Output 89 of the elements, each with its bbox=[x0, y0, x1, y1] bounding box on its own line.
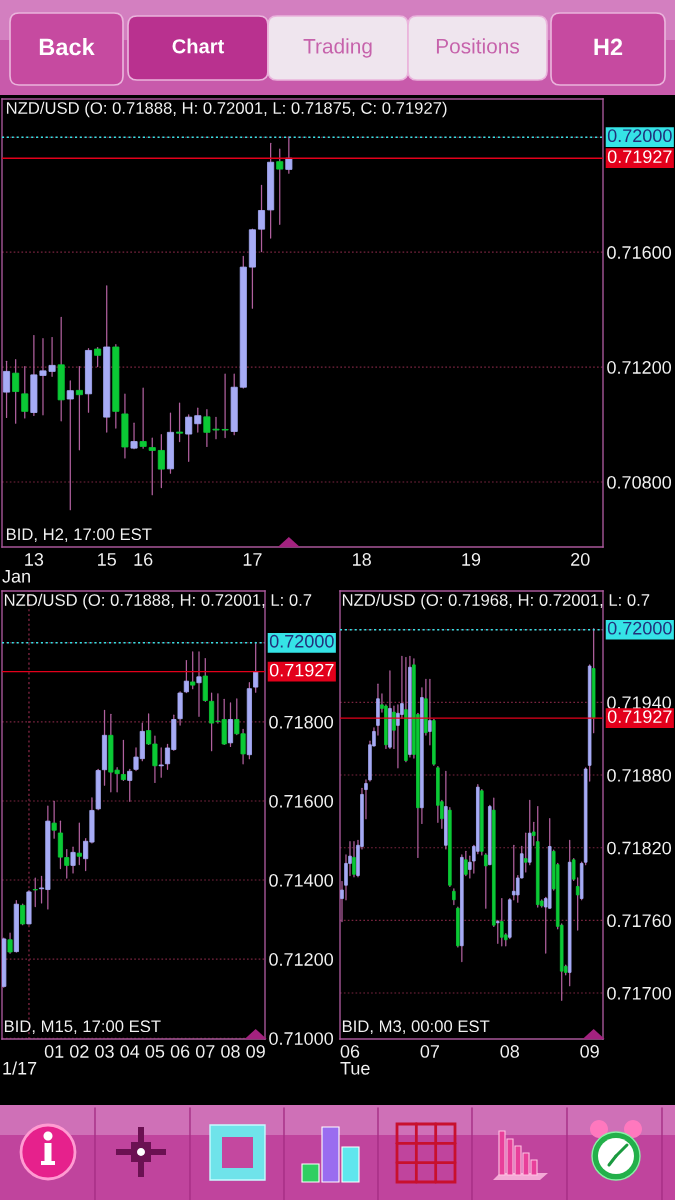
chart-title: NZD/USD (O: 0.71968, H: 0.72001, L: 0.7 bbox=[342, 593, 650, 610]
x-axis-title: 1/17 bbox=[3, 1061, 37, 1075]
text: Back bbox=[39, 38, 95, 56]
candlestick bbox=[21, 365, 29, 419]
candlestick bbox=[523, 832, 528, 873]
x-tick-label: 03 bbox=[95, 1045, 114, 1058]
candlestick bbox=[130, 422, 138, 450]
candlestick bbox=[185, 414, 193, 462]
y-tick-label: 0.71000 bbox=[269, 1032, 334, 1045]
x-tick-label: 08 bbox=[500, 1045, 520, 1058]
y-tick-label: 0.71400 bbox=[269, 873, 334, 887]
candlestick bbox=[70, 846, 76, 874]
candlestick bbox=[158, 747, 164, 778]
y-tick-label: 0.71700 bbox=[607, 986, 672, 1000]
candlestick bbox=[120, 739, 126, 782]
candlestick bbox=[285, 136, 293, 174]
candlestick bbox=[258, 184, 266, 253]
x-tick-label: 08 bbox=[221, 1045, 240, 1058]
y-tick-label: 0.71800 bbox=[269, 715, 334, 729]
x-tick-label: 07 bbox=[195, 1045, 215, 1058]
x-axis-title: Tue bbox=[340, 1062, 370, 1075]
x-tick-label: 02 bbox=[70, 1045, 89, 1058]
y-tick-label: 0.71760 bbox=[607, 914, 672, 928]
candlestick bbox=[157, 434, 165, 489]
x-tick-label: 20 bbox=[571, 553, 590, 566]
text: Positions bbox=[436, 38, 520, 54]
x-tick-label: 15 bbox=[98, 553, 117, 566]
candlestick bbox=[183, 659, 189, 694]
chart-title: NZD/USD (O: 0.71888, H: 0.72001, L: 0.7 bbox=[4, 593, 312, 610]
x-tick-label: 16 bbox=[134, 553, 153, 566]
ref-line-label: 0.72000 bbox=[269, 634, 334, 648]
y-tick-label: 0.71940 bbox=[607, 696, 672, 710]
text: Trading bbox=[303, 38, 372, 58]
candlestick bbox=[20, 903, 26, 926]
ref-line-label: 0.72000 bbox=[607, 621, 672, 635]
y-tick-label: 0.71600 bbox=[607, 246, 672, 259]
candlestick bbox=[190, 651, 196, 690]
x-tick-label: 19 bbox=[462, 553, 481, 566]
x-tick-label: 09 bbox=[246, 1045, 265, 1058]
candlestick bbox=[500, 897, 504, 947]
candlestick bbox=[32, 877, 38, 908]
candlestick bbox=[484, 853, 488, 909]
y-tick-label: 0.71820 bbox=[607, 841, 672, 855]
annotation: BID, M15, 17:00 EST bbox=[4, 1020, 161, 1035]
y-tick-label: 0.71200 bbox=[607, 361, 672, 374]
text: H2 bbox=[594, 38, 623, 56]
y-tick-label: 0.71200 bbox=[269, 953, 334, 966]
candlestick bbox=[7, 932, 13, 954]
x-tick-label: 04 bbox=[120, 1045, 140, 1058]
x-axis-title: Jan bbox=[2, 570, 30, 583]
x-tick-label: 06 bbox=[170, 1045, 190, 1058]
y-tick-label: 0.70800 bbox=[607, 475, 672, 489]
candlestick bbox=[51, 800, 57, 839]
candlestick bbox=[12, 359, 20, 424]
candlestick bbox=[496, 919, 500, 944]
candlestick bbox=[139, 387, 147, 449]
x-tick-label: 17 bbox=[243, 553, 262, 566]
ref-line-label: 0.71927 bbox=[607, 150, 672, 164]
x-tick-label: 09 bbox=[580, 1045, 599, 1058]
candlestick bbox=[76, 822, 82, 866]
ref-line-label: 0.71927 bbox=[607, 710, 672, 723]
x-tick-label: 06 bbox=[340, 1045, 360, 1058]
x-tick-label: 01 bbox=[44, 1045, 64, 1058]
candlestick bbox=[176, 402, 184, 443]
ref-line-label: 0.72000 bbox=[607, 129, 672, 143]
annotation: BID, H2, 17:00 EST bbox=[6, 528, 152, 543]
annotation: BID, M3, 00:00 EST bbox=[342, 1020, 490, 1035]
candlestick bbox=[66, 380, 74, 511]
candlestick bbox=[464, 850, 468, 877]
x-tick-label: 13 bbox=[25, 553, 44, 566]
chart-title: NZD/USD (O: 0.71888, H: 0.72001, L: 0.71875, C: 0.71927) bbox=[6, 101, 447, 118]
y-tick-label: 0.71880 bbox=[607, 768, 672, 782]
candlestick bbox=[276, 148, 284, 225]
candlestick bbox=[196, 651, 202, 717]
text: Chart bbox=[172, 38, 225, 54]
candlestick bbox=[194, 407, 202, 433]
candlestick bbox=[352, 841, 356, 878]
x-tick-label: 07 bbox=[420, 1045, 440, 1058]
candlestick bbox=[227, 702, 234, 748]
candlestick bbox=[94, 346, 102, 368]
candlestick bbox=[428, 678, 432, 746]
y-tick-label: 0.71600 bbox=[269, 794, 334, 808]
ref-line-label: 0.71927 bbox=[269, 663, 334, 677]
candlestick bbox=[127, 768, 133, 802]
x-tick-label: 05 bbox=[145, 1045, 165, 1058]
candlestick bbox=[75, 365, 83, 451]
candlestick bbox=[253, 641, 259, 693]
candlestick bbox=[148, 437, 156, 496]
x-tick-label: 18 bbox=[353, 553, 371, 566]
